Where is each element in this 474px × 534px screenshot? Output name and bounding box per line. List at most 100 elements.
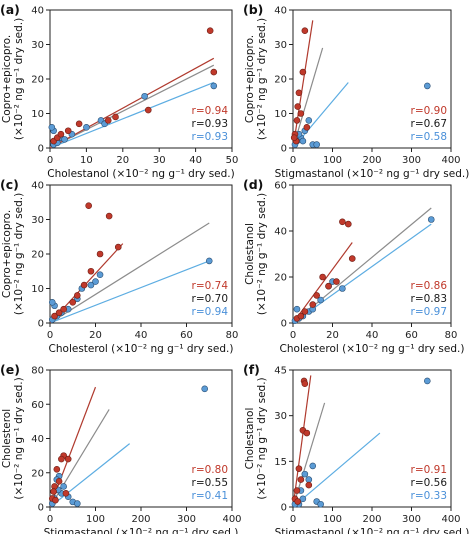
y-tick-label: 60	[274, 181, 287, 192]
data-point-red	[55, 478, 63, 485]
data-point-red	[301, 380, 309, 388]
x-tick-label: 60	[180, 330, 193, 341]
data-point-blue	[339, 285, 346, 292]
x-tick-label: 60	[405, 330, 418, 341]
x-axis-label: Cholestanol (×10⁻² ng g⁻¹ dry sed.)	[47, 168, 234, 180]
x-tick-label: 40	[135, 330, 148, 341]
panel-label: (f)	[243, 362, 260, 377]
data-point-blue	[423, 82, 431, 90]
r-value-label: r=0.41	[192, 490, 229, 502]
data-point-blue	[96, 271, 104, 279]
panel-a: 0 10 20 30 40 50 0 10 20 30 40 Cholestanol (×10⁻² n…	[0, 2, 238, 180]
x-tick-label: 300	[402, 155, 421, 166]
r-value-label: r=0.55	[192, 477, 229, 489]
data-point-red	[62, 489, 70, 497]
y-tick-label: 80	[31, 366, 44, 377]
data-point-blue	[299, 137, 307, 145]
data-point-red	[74, 292, 81, 299]
x-tick-label: 80	[226, 330, 239, 341]
data-point-red	[297, 312, 305, 320]
data-point-red	[53, 466, 61, 473]
x-tick-label: 300	[402, 514, 421, 525]
fit-line-blue	[50, 260, 210, 323]
y-tick-label: 20	[31, 75, 44, 86]
data-point-blue	[74, 500, 81, 507]
x-tick-label: 20	[89, 330, 102, 341]
data-point-red	[325, 282, 332, 290]
y-tick-label: 20	[274, 273, 287, 284]
x-tick-label: 0	[290, 330, 296, 341]
data-point-blue	[141, 92, 148, 100]
x-tick-label: 100	[86, 514, 105, 525]
data-point-red	[309, 301, 317, 308]
x-axis-label: Cholesterol (×10⁻² ng g⁻¹ dry sed.)	[49, 343, 234, 355]
y-axis-label: Copro+epicopro.	[1, 210, 13, 298]
fit-line-blue	[293, 223, 432, 323]
data-point-red	[64, 127, 72, 135]
r-value-label: r=0.33	[411, 490, 448, 502]
x-tick-label: 100	[323, 514, 342, 525]
r-value-label: r=0.70	[192, 293, 229, 305]
data-point-red	[319, 273, 326, 281]
data-point-red	[60, 305, 67, 313]
x-tick-label: 80	[445, 330, 458, 341]
fit-line-gray	[50, 64, 215, 148]
y-tick-label: 0	[281, 503, 287, 514]
y-axis-label: Cholestanol	[244, 408, 256, 470]
data-point-blue	[48, 124, 56, 131]
r-value-label: r=0.94	[192, 105, 229, 117]
fit-line-blue	[293, 432, 381, 507]
data-point-red	[299, 68, 307, 76]
x-tick-label: 10	[80, 155, 93, 166]
data-point-red	[75, 120, 83, 128]
y-axis-label: Cholesterol	[1, 409, 13, 468]
y-tick-label: 45	[274, 366, 287, 377]
x-tick-label: 400	[441, 514, 460, 525]
panel-label: (e)	[0, 362, 20, 377]
data-point-blue	[61, 136, 68, 143]
data-point-red	[58, 455, 65, 463]
y-tick-label: 0	[38, 144, 44, 155]
y-axis-label-units: (×10⁻² ng g⁻¹ dry sed.)	[13, 193, 25, 315]
fit-line-red	[293, 20, 314, 148]
data-point-red	[51, 312, 58, 320]
y-tick-label: 0	[38, 503, 44, 514]
r-value-label: r=0.74	[192, 280, 229, 292]
y-tick-label: 20	[31, 250, 44, 261]
fit-line-gray	[50, 222, 210, 323]
data-point-red	[80, 281, 88, 289]
r-value-label: r=0.86	[411, 280, 448, 292]
data-point-red	[305, 481, 313, 489]
y-tick-label: 30	[31, 215, 44, 226]
fit-line-gray	[293, 207, 432, 323]
y-tick-label: 20	[31, 468, 44, 479]
x-tick-label: 0	[47, 514, 53, 525]
fit-line-red	[293, 375, 312, 507]
y-tick-label: 10	[31, 109, 44, 120]
y-axis-label-units: (×10⁻² ng g⁻¹ dry sed.)	[256, 18, 268, 140]
panel-c: 0 20 40 60 80 0 10 20 30 40 Cholesterol (×10⁻² ng …	[0, 177, 238, 355]
x-tick-label: 0	[290, 155, 296, 166]
x-tick-label: 100	[323, 155, 342, 166]
data-point-red	[52, 496, 59, 504]
data-point-red	[96, 250, 104, 258]
data-point-red	[295, 89, 303, 97]
y-tick-label: 10	[274, 109, 287, 120]
x-axis-label: Stigmastanol (×10⁻² ng g⁻¹ dry sed.)	[275, 527, 470, 534]
r-value-label: r=0.67	[411, 118, 448, 130]
r-value-label: r=0.94	[192, 306, 229, 318]
data-point-red	[64, 455, 72, 463]
x-tick-label: 0	[290, 514, 296, 525]
data-point-red	[293, 117, 301, 124]
y-tick-label: 30	[31, 40, 44, 51]
y-tick-label: 40	[31, 6, 44, 17]
panel-e: 0 100 200 300 400 0 20 40 60 80 Stigmastanol (×10⁻…	[0, 362, 242, 534]
r-value-label: r=0.97	[411, 306, 448, 318]
r-value-label: r=0.56	[411, 477, 448, 489]
x-tick-label: 50	[226, 155, 239, 166]
data-point-red	[57, 130, 65, 138]
data-point-red	[303, 429, 311, 437]
data-point-blue	[313, 141, 321, 148]
data-point-red	[210, 68, 218, 76]
